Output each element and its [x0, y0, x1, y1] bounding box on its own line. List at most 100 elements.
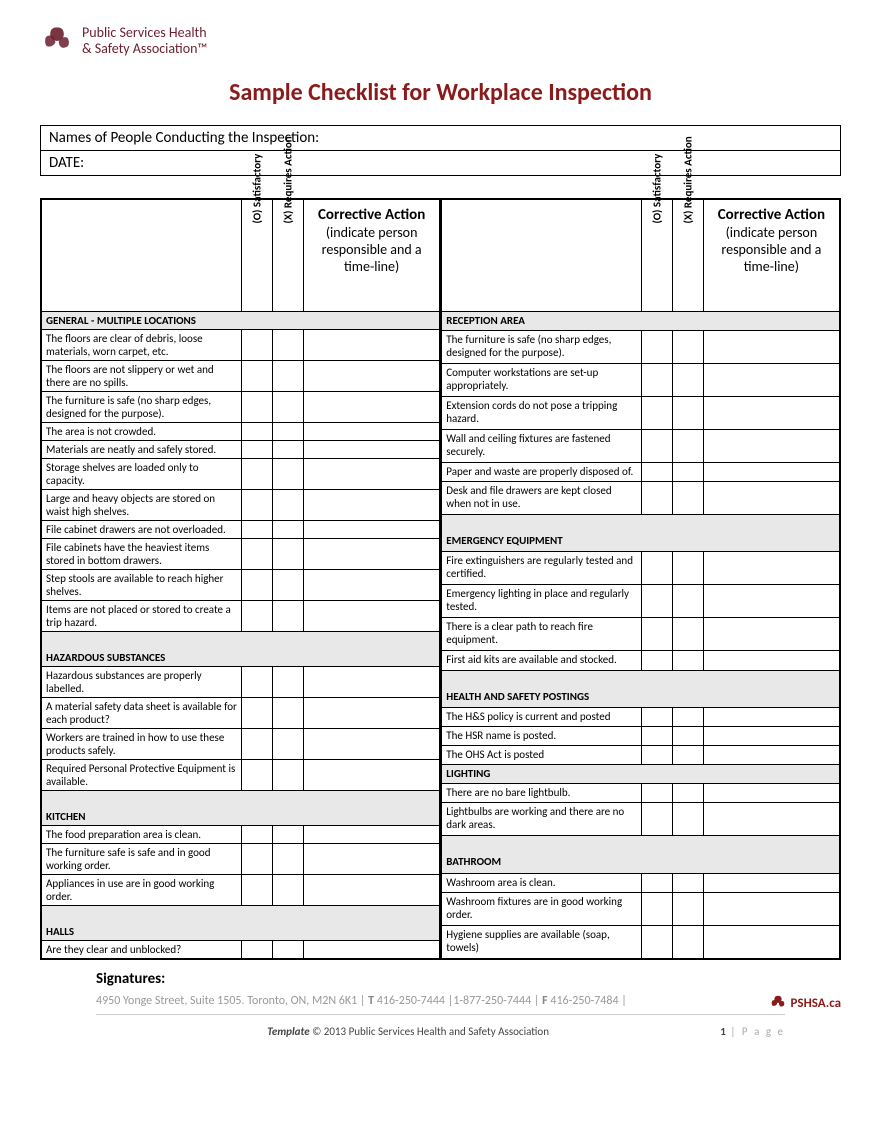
requires-action-cell[interactable]	[273, 667, 304, 698]
requires-action-cell[interactable]	[672, 651, 703, 670]
satisfactory-cell[interactable]	[242, 875, 273, 906]
corrective-action-cell[interactable]	[304, 423, 440, 441]
requires-action-cell[interactable]	[672, 585, 703, 618]
requires-action-cell[interactable]	[273, 441, 304, 459]
requires-action-cell[interactable]	[672, 707, 703, 726]
satisfactory-cell[interactable]	[641, 873, 672, 892]
corrective-action-cell[interactable]	[304, 490, 440, 521]
requires-action-cell[interactable]	[672, 892, 703, 925]
requires-action-cell[interactable]	[273, 698, 304, 729]
satisfactory-cell[interactable]	[242, 539, 273, 570]
requires-action-cell[interactable]	[273, 760, 304, 791]
corrective-action-cell[interactable]	[304, 667, 440, 698]
corrective-action-cell[interactable]	[703, 552, 839, 585]
requires-action-cell[interactable]	[273, 875, 304, 906]
satisfactory-cell[interactable]	[242, 521, 273, 539]
satisfactory-cell[interactable]	[641, 397, 672, 430]
satisfactory-cell[interactable]	[242, 941, 273, 959]
requires-action-cell[interactable]	[273, 330, 304, 361]
corrective-action-cell[interactable]	[703, 803, 839, 836]
satisfactory-cell[interactable]	[641, 463, 672, 482]
satisfactory-cell[interactable]	[242, 330, 273, 361]
requires-action-cell[interactable]	[672, 397, 703, 430]
requires-action-cell[interactable]	[273, 521, 304, 539]
satisfactory-cell[interactable]	[641, 430, 672, 463]
satisfactory-cell[interactable]	[242, 729, 273, 760]
requires-action-cell[interactable]	[672, 925, 703, 958]
corrective-action-cell[interactable]	[703, 892, 839, 925]
corrective-action-cell[interactable]	[703, 397, 839, 430]
satisfactory-cell[interactable]	[641, 726, 672, 745]
satisfactory-cell[interactable]	[641, 892, 672, 925]
corrective-action-cell[interactable]	[304, 441, 440, 459]
corrective-action-cell[interactable]	[304, 459, 440, 490]
satisfactory-cell[interactable]	[641, 803, 672, 836]
corrective-action-cell[interactable]	[703, 331, 839, 364]
corrective-action-cell[interactable]	[703, 873, 839, 892]
satisfactory-cell[interactable]	[242, 423, 273, 441]
requires-action-cell[interactable]	[672, 482, 703, 515]
corrective-action-cell[interactable]	[304, 760, 440, 791]
requires-action-cell[interactable]	[672, 726, 703, 745]
satisfactory-cell[interactable]	[242, 570, 273, 601]
satisfactory-cell[interactable]	[242, 490, 273, 521]
satisfactory-cell[interactable]	[242, 361, 273, 392]
satisfactory-cell[interactable]	[242, 826, 273, 844]
satisfactory-cell[interactable]	[242, 459, 273, 490]
corrective-action-cell[interactable]	[304, 539, 440, 570]
requires-action-cell[interactable]	[273, 729, 304, 760]
corrective-action-cell[interactable]	[703, 482, 839, 515]
requires-action-cell[interactable]	[273, 826, 304, 844]
satisfactory-cell[interactable]	[641, 925, 672, 958]
corrective-action-cell[interactable]	[304, 601, 440, 632]
satisfactory-cell[interactable]	[242, 844, 273, 875]
corrective-action-cell[interactable]	[703, 463, 839, 482]
corrective-action-cell[interactable]	[703, 585, 839, 618]
requires-action-cell[interactable]	[672, 803, 703, 836]
corrective-action-cell[interactable]	[304, 698, 440, 729]
requires-action-cell[interactable]	[273, 601, 304, 632]
requires-action-cell[interactable]	[672, 784, 703, 803]
corrective-action-cell[interactable]	[304, 521, 440, 539]
requires-action-cell[interactable]	[273, 941, 304, 959]
satisfactory-cell[interactable]	[242, 392, 273, 423]
requires-action-cell[interactable]	[273, 361, 304, 392]
requires-action-cell[interactable]	[672, 618, 703, 651]
requires-action-cell[interactable]	[672, 746, 703, 765]
satisfactory-cell[interactable]	[242, 601, 273, 632]
satisfactory-cell[interactable]	[641, 746, 672, 765]
satisfactory-cell[interactable]	[641, 331, 672, 364]
satisfactory-cell[interactable]	[641, 707, 672, 726]
satisfactory-cell[interactable]	[641, 364, 672, 397]
requires-action-cell[interactable]	[672, 331, 703, 364]
requires-action-cell[interactable]	[672, 552, 703, 585]
requires-action-cell[interactable]	[273, 459, 304, 490]
corrective-action-cell[interactable]	[703, 925, 839, 958]
corrective-action-cell[interactable]	[304, 570, 440, 601]
corrective-action-cell[interactable]	[304, 941, 440, 959]
satisfactory-cell[interactable]	[641, 552, 672, 585]
requires-action-cell[interactable]	[672, 430, 703, 463]
date-field[interactable]: DATE:	[41, 151, 840, 175]
requires-action-cell[interactable]	[273, 844, 304, 875]
corrective-action-cell[interactable]	[304, 330, 440, 361]
corrective-action-cell[interactable]	[703, 726, 839, 745]
satisfactory-cell[interactable]	[641, 482, 672, 515]
satisfactory-cell[interactable]	[242, 441, 273, 459]
corrective-action-cell[interactable]	[703, 651, 839, 670]
requires-action-cell[interactable]	[273, 423, 304, 441]
requires-action-cell[interactable]	[672, 463, 703, 482]
corrective-action-cell[interactable]	[304, 729, 440, 760]
corrective-action-cell[interactable]	[304, 392, 440, 423]
corrective-action-cell[interactable]	[703, 707, 839, 726]
satisfactory-cell[interactable]	[242, 698, 273, 729]
corrective-action-cell[interactable]	[304, 844, 440, 875]
corrective-action-cell[interactable]	[703, 746, 839, 765]
requires-action-cell[interactable]	[273, 490, 304, 521]
satisfactory-cell[interactable]	[641, 651, 672, 670]
corrective-action-cell[interactable]	[304, 875, 440, 906]
names-field[interactable]: Names of People Conducting the Inspectio…	[41, 126, 840, 151]
corrective-action-cell[interactable]	[304, 361, 440, 392]
corrective-action-cell[interactable]	[703, 618, 839, 651]
corrective-action-cell[interactable]	[703, 784, 839, 803]
